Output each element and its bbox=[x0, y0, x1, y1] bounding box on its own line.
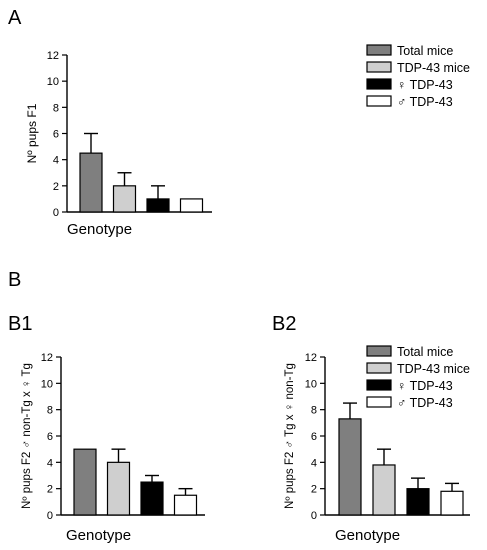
y-tick-label: 6 bbox=[53, 129, 59, 141]
legend-swatch bbox=[366, 345, 392, 357]
legend-swatch bbox=[366, 61, 392, 73]
bar-2 bbox=[112, 185, 137, 213]
y-tick-label: 0 bbox=[47, 510, 53, 522]
legend-swatch bbox=[366, 44, 392, 56]
bar-1 bbox=[338, 418, 362, 516]
x-axis-label: Genotype bbox=[66, 527, 131, 544]
y-tick-label: 0 bbox=[311, 510, 317, 522]
chart-b1: 0 2 4 6 8 10 12 Genotype Nº pups F2 ♂ non-Tg x ♀… bbox=[21, 352, 205, 544]
bar-1 bbox=[73, 448, 97, 516]
legend-swatch bbox=[366, 362, 392, 374]
y-tick-label: 12 bbox=[41, 352, 53, 364]
panel-label-b2: B2 bbox=[272, 313, 296, 335]
bar-1 bbox=[79, 152, 103, 213]
legend-label: TDP-43 mice bbox=[397, 362, 470, 376]
y-tick-label: 6 bbox=[47, 431, 53, 443]
y-tick-label: 2 bbox=[47, 484, 53, 496]
legend-label: ♀ TDP-43 bbox=[397, 78, 453, 92]
y-tick-label: 4 bbox=[47, 457, 53, 469]
bar-3 bbox=[146, 198, 170, 213]
y-tick-label: 0 bbox=[53, 207, 59, 219]
legend-swatch bbox=[366, 95, 392, 107]
bar-4 bbox=[179, 198, 204, 213]
y-tick-label: 12 bbox=[47, 50, 59, 62]
chart-b2: 0 2 4 6 8 10 12 Genotype Nº pups F2 ♂ Tg x ♀ non… bbox=[284, 352, 470, 544]
legend-label: Total mice bbox=[397, 44, 453, 58]
bar-3 bbox=[406, 488, 430, 516]
y-tick-label: 12 bbox=[305, 352, 317, 364]
bar-4 bbox=[173, 494, 198, 516]
bar-3 bbox=[140, 481, 164, 516]
legend-label: TDP-43 mice bbox=[397, 61, 470, 75]
legend-label: ♂ TDP-43 bbox=[397, 396, 453, 410]
y-tick-label: 2 bbox=[53, 181, 59, 193]
legend-b2: Total mice TDP-43 mice ♀ TDP-43 ♂ TDP-43 bbox=[366, 345, 470, 410]
legend-a: Total mice TDP-43 mice ♀ TDP-43 ♂ TDP-43 bbox=[366, 44, 470, 109]
y-tick-label: 10 bbox=[47, 76, 59, 88]
legend-swatch bbox=[366, 379, 392, 391]
y-tick-label: 10 bbox=[41, 378, 53, 390]
legend-label: ♀ TDP-43 bbox=[397, 379, 453, 393]
bar-2 bbox=[372, 464, 396, 516]
bar-2 bbox=[106, 461, 131, 516]
x-axis-label: Genotype bbox=[67, 221, 132, 238]
legend-label: Total mice bbox=[397, 345, 453, 359]
y-tick-label: 8 bbox=[311, 405, 317, 417]
bar-4 bbox=[440, 490, 464, 516]
legend-label: ♂ TDP-43 bbox=[397, 95, 453, 109]
panel-label-b1: B1 bbox=[8, 313, 32, 335]
y-tick-label: 10 bbox=[305, 378, 317, 390]
y-axis-label: Nº pups F2 ♂ Tg x ♀ non-Tg bbox=[284, 363, 296, 509]
y-tick-label: 8 bbox=[53, 102, 59, 114]
chart-a: 0 2 4 6 8 10 12 Genotype Nº pups F1 bbox=[25, 50, 212, 238]
y-tick-label: 8 bbox=[47, 405, 53, 417]
legend-swatch bbox=[366, 396, 392, 408]
panel-label-a: A bbox=[8, 7, 22, 29]
y-tick-label: 4 bbox=[53, 155, 59, 167]
y-tick-label: 2 bbox=[311, 484, 317, 496]
x-axis-label: Genotype bbox=[335, 527, 400, 544]
panel-label-b: B bbox=[8, 269, 21, 291]
y-tick-label: 6 bbox=[311, 431, 317, 443]
y-tick-label: 4 bbox=[311, 457, 317, 469]
legend-swatch bbox=[366, 78, 392, 90]
y-axis-label: Nº pups F2 ♂ non-Tg x ♀ Tg bbox=[21, 363, 33, 509]
y-axis-label: Nº pups F1 bbox=[25, 103, 39, 163]
